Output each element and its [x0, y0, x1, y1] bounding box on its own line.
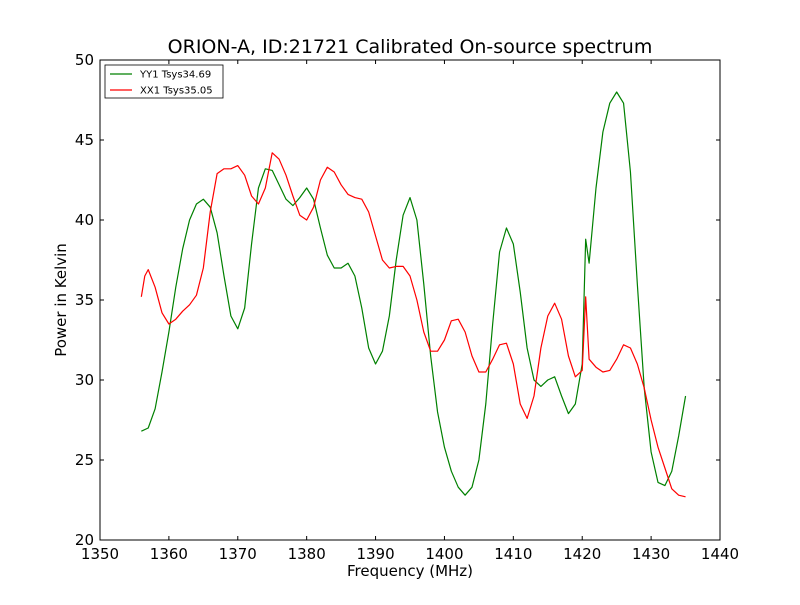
legend: YY1 Tsys34.69 XX1 Tsys35.05 — [104, 64, 224, 99]
y-tick-label: 25 — [75, 451, 94, 469]
y-tick-label: 50 — [75, 51, 94, 69]
series-line-1 — [140, 152, 686, 498]
y-tick-label: 40 — [75, 211, 94, 229]
x-tick-label: 1370 — [219, 545, 257, 563]
x-tick-label: 1420 — [563, 545, 601, 563]
plot-area: 1350 1360 1370 1380 1390 1400 1410 1420 1430 1440… — [75, 51, 739, 563]
lines-layer — [140, 91, 687, 498]
x-tick-label: 1390 — [356, 545, 394, 563]
x-tick-label: 1360 — [150, 545, 188, 563]
ticks-layer: 1350 1360 1370 1380 1390 1400 1410 1420 1430 1440… — [75, 51, 739, 563]
x-tick-label: 1410 — [494, 545, 532, 563]
x-tick-label: 1380 — [288, 545, 326, 563]
y-tick-label: 30 — [75, 371, 94, 389]
chart-title: ORION-A, ID:21721 Calibrated On-source s… — [168, 36, 653, 58]
y-tick-label: 35 — [75, 291, 94, 309]
plot-background — [100, 60, 720, 540]
x-axis-label: Frequency (MHz) — [347, 562, 473, 580]
legend-box — [104, 64, 224, 99]
x-tick-label: 1350 — [81, 545, 119, 563]
y-tick-label: 45 — [75, 131, 94, 149]
y-axis-label: Power in Kelvin — [52, 243, 70, 357]
series-line-0 — [141, 91, 687, 496]
x-tick-label: 1400 — [425, 545, 463, 563]
x-tick-label: 1430 — [632, 545, 670, 563]
y-tick-label: 20 — [75, 531, 94, 549]
x-tick-label: 1440 — [701, 545, 739, 563]
legend-label-0: YY1 Tsys34.69 — [139, 70, 211, 81]
legend-items: YY1 Tsys34.69 XX1 Tsys35.05 — [110, 70, 213, 97]
legend-label-1: XX1 Tsys35.05 — [140, 86, 213, 97]
